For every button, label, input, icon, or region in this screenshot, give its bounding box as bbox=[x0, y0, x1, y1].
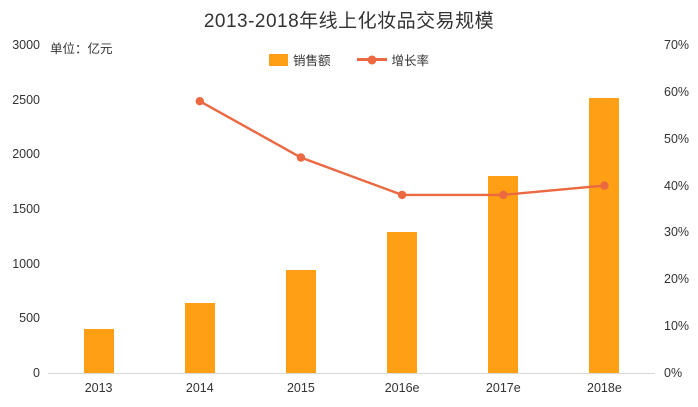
sales-bar-2018e bbox=[589, 98, 620, 373]
y-axis-left-label: 1000 bbox=[12, 256, 40, 271]
sales-bar-2017e bbox=[488, 176, 519, 373]
legend-label-sales: 销售额 bbox=[292, 54, 331, 68]
y-axis-left-label: 1500 bbox=[12, 202, 40, 216]
legend-item-sales: 销售额 bbox=[268, 50, 331, 69]
y-axis-right-label: 40% bbox=[664, 178, 690, 193]
chart-title: 2013-2018年线上化妆品交易规模 bbox=[203, 11, 495, 32]
sales-bar-2014 bbox=[184, 303, 215, 373]
legend-item-growth: 增长率 bbox=[356, 50, 430, 69]
unit-label: 单位：亿元 bbox=[50, 42, 113, 56]
x-axis-label-2017e: 2017e bbox=[485, 381, 521, 395]
sales-swatch-icon bbox=[268, 53, 288, 66]
growth-rate-point bbox=[296, 153, 306, 162]
y-axis-left-label: 500 bbox=[19, 311, 40, 326]
growth-line-icon bbox=[356, 55, 387, 64]
x-axis: 2013 2014 2015 2016e 2017e 2018e bbox=[0, 381, 698, 399]
y-axis-right-label: 70% bbox=[664, 38, 690, 52]
sales-bar-2015 bbox=[285, 270, 316, 373]
x-axis-label-2018e: 2018e bbox=[587, 381, 622, 395]
growth-rate-point bbox=[195, 97, 204, 106]
y-axis-right-label: 10% bbox=[664, 319, 690, 334]
sales-bar-2013 bbox=[83, 329, 114, 373]
growth-rate-line bbox=[195, 97, 609, 200]
growth-rate-point bbox=[499, 190, 508, 200]
y-axis-left-label: 3000 bbox=[12, 38, 40, 52]
legend-label-growth: 增长率 bbox=[391, 54, 430, 68]
x-axis-label-2014: 2014 bbox=[185, 381, 214, 395]
y-axis-right-label: 50% bbox=[664, 131, 690, 146]
plot-area bbox=[48, 45, 655, 374]
growth-dot-icon bbox=[367, 55, 376, 64]
y-axis-right-label: 60% bbox=[664, 84, 690, 99]
y-axis-right-label: 30% bbox=[664, 225, 690, 240]
y-axis-left-label: 2500 bbox=[12, 92, 40, 107]
growth-rate-polyline bbox=[199, 100, 605, 197]
y-axis-right-label: 20% bbox=[664, 272, 690, 287]
x-axis-label-2015: 2015 bbox=[286, 381, 315, 395]
y-axis-left-label: 0 bbox=[33, 366, 40, 380]
y-axis-right-label: 0% bbox=[664, 366, 683, 380]
y-axis-left: 3000 2500 2000 1500 1000 500 0 bbox=[0, 0, 40, 407]
legend: 销售额 增长率 bbox=[0, 50, 698, 69]
growth-rate-point bbox=[397, 190, 407, 200]
sales-bar-2016e bbox=[387, 232, 418, 373]
y-axis-right: 70% 60% 50% 40% 30% 20% 10% 0% bbox=[664, 0, 698, 407]
y-axis-left-label: 2000 bbox=[12, 147, 40, 162]
x-axis-label-2013: 2013 bbox=[84, 381, 113, 395]
growth-rate-point bbox=[600, 181, 609, 190]
x-axis-label-2016e: 2016e bbox=[384, 381, 420, 395]
